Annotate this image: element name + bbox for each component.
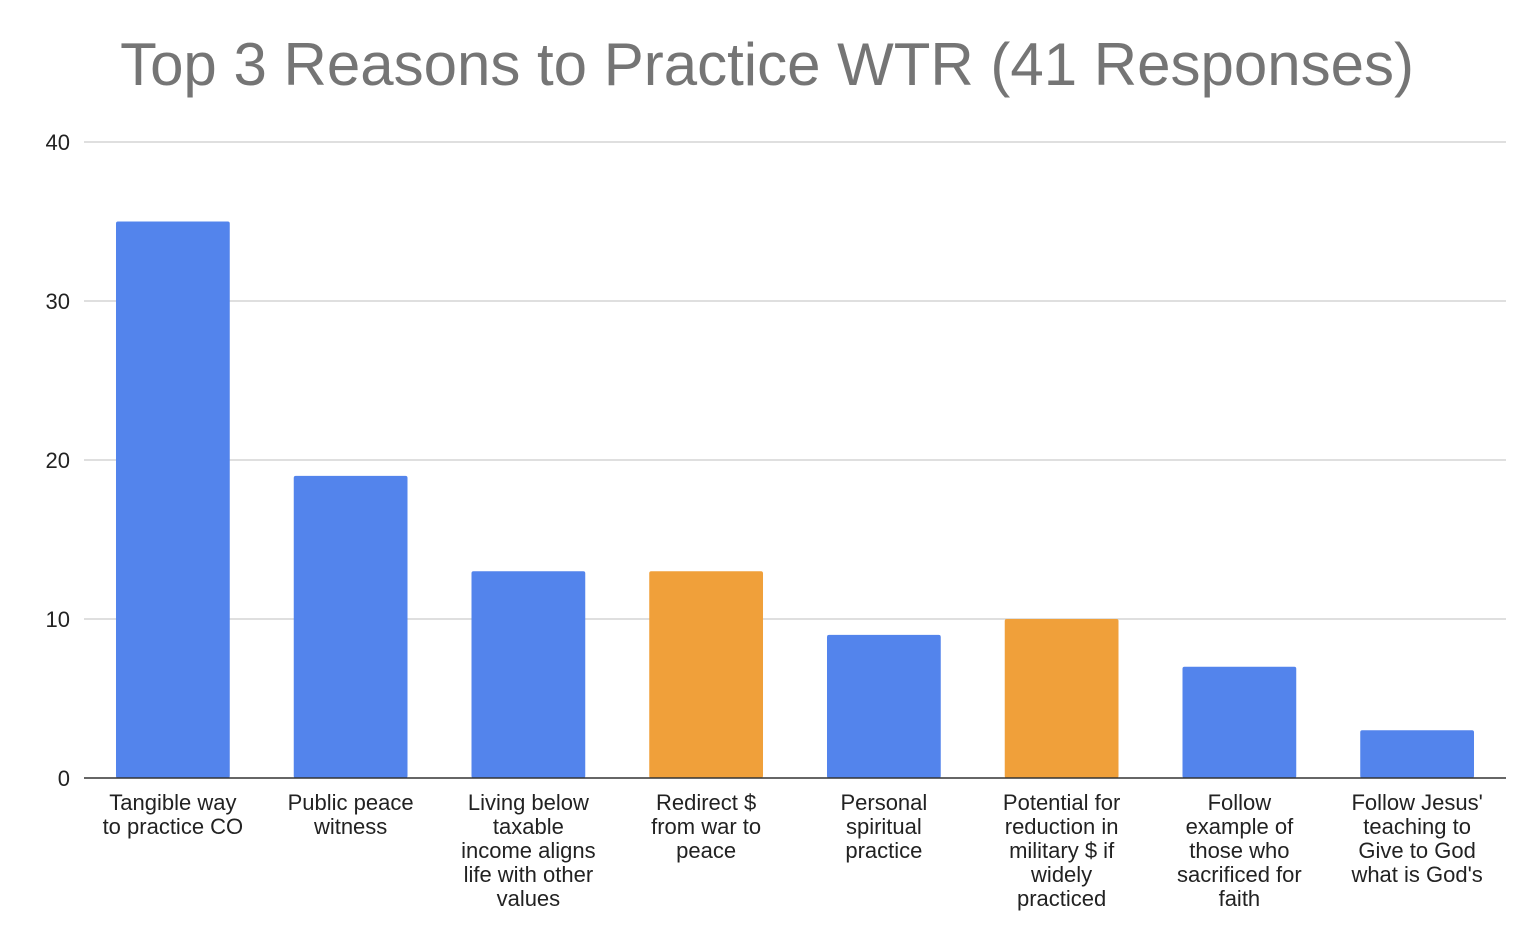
x-tick-label-line: life with other (464, 862, 594, 887)
x-tick-label-line: Public peace (288, 790, 414, 815)
y-tick-label: 30 (46, 289, 70, 314)
x-tick-label-line: reduction in (1005, 814, 1119, 839)
bars (115, 221, 1475, 778)
x-tick-label-line: Follow (1208, 790, 1272, 815)
bar (1004, 619, 1119, 778)
bar (1360, 730, 1475, 778)
x-tick-label: Public peace witness (288, 790, 414, 839)
x-tick-label-line: witness (313, 814, 387, 839)
x-tick-label-line: income aligns (461, 838, 596, 863)
y-tick-label: 20 (46, 448, 70, 473)
x-tick-label: Living below taxable income aligns life wit… (461, 790, 596, 911)
bar (115, 221, 230, 778)
y-tick-label: 0 (58, 766, 70, 791)
x-tick-label-line: faith (1219, 886, 1261, 911)
x-tick-label-line: Give to God (1358, 838, 1475, 863)
x-tick-label-line: Tangible way (109, 790, 236, 815)
x-tick-label-line: to practice CO (103, 814, 244, 839)
bar (293, 475, 408, 778)
y-tick-label: 40 (46, 130, 70, 155)
x-tick-label: Personal spiritual practice (840, 790, 927, 863)
x-tick-label-line: practice (845, 838, 922, 863)
x-tick-label-line: Personal (840, 790, 927, 815)
x-tick-label-line: sacrificed for (1177, 862, 1302, 887)
bar (1182, 666, 1297, 778)
x-tick-label-line: teaching to (1363, 814, 1471, 839)
chart-title: Top 3 Reasons to Practice WTR (41 Respon… (120, 31, 1414, 98)
x-tick-label: Follow example of those who sacrificed for f… (1177, 790, 1302, 911)
x-tick-label-line: Living below (468, 790, 589, 815)
x-tick-label-line: Potential for (1003, 790, 1120, 815)
x-tick-label-line: Follow Jesus' (1351, 790, 1482, 815)
y-tick-label: 10 (46, 607, 70, 632)
x-tick-label-line: from war to (651, 814, 761, 839)
x-tick-label-line: Redirect $ (656, 790, 756, 815)
x-tick-label-line: spiritual (846, 814, 922, 839)
x-tick-label-line: widely (1030, 862, 1092, 887)
x-tick-label-line: what is God's (1350, 862, 1482, 887)
x-tick-label-line: taxable (493, 814, 564, 839)
x-tick-label-line: those who (1189, 838, 1289, 863)
x-tick-label-line: example of (1186, 814, 1295, 839)
bar (649, 571, 764, 778)
x-tick-label-line: values (497, 886, 561, 911)
x-tick-label: Potential for reduction in military $ if wi… (1003, 790, 1120, 911)
x-tick-label-line: practiced (1017, 886, 1106, 911)
axes: 0 10 20 30 40 (46, 130, 1506, 791)
x-tick-label: Redirect $ from war to peace (651, 790, 761, 863)
x-tick-label: Follow Jesus' teaching to Give to God what … (1350, 790, 1482, 887)
bar (826, 634, 941, 778)
x-tick-label-line: military $ if (1009, 838, 1115, 863)
bar (471, 571, 586, 778)
x-tick-label: Tangible way to practice CO (103, 790, 244, 839)
x-tick-label-line: peace (676, 838, 736, 863)
